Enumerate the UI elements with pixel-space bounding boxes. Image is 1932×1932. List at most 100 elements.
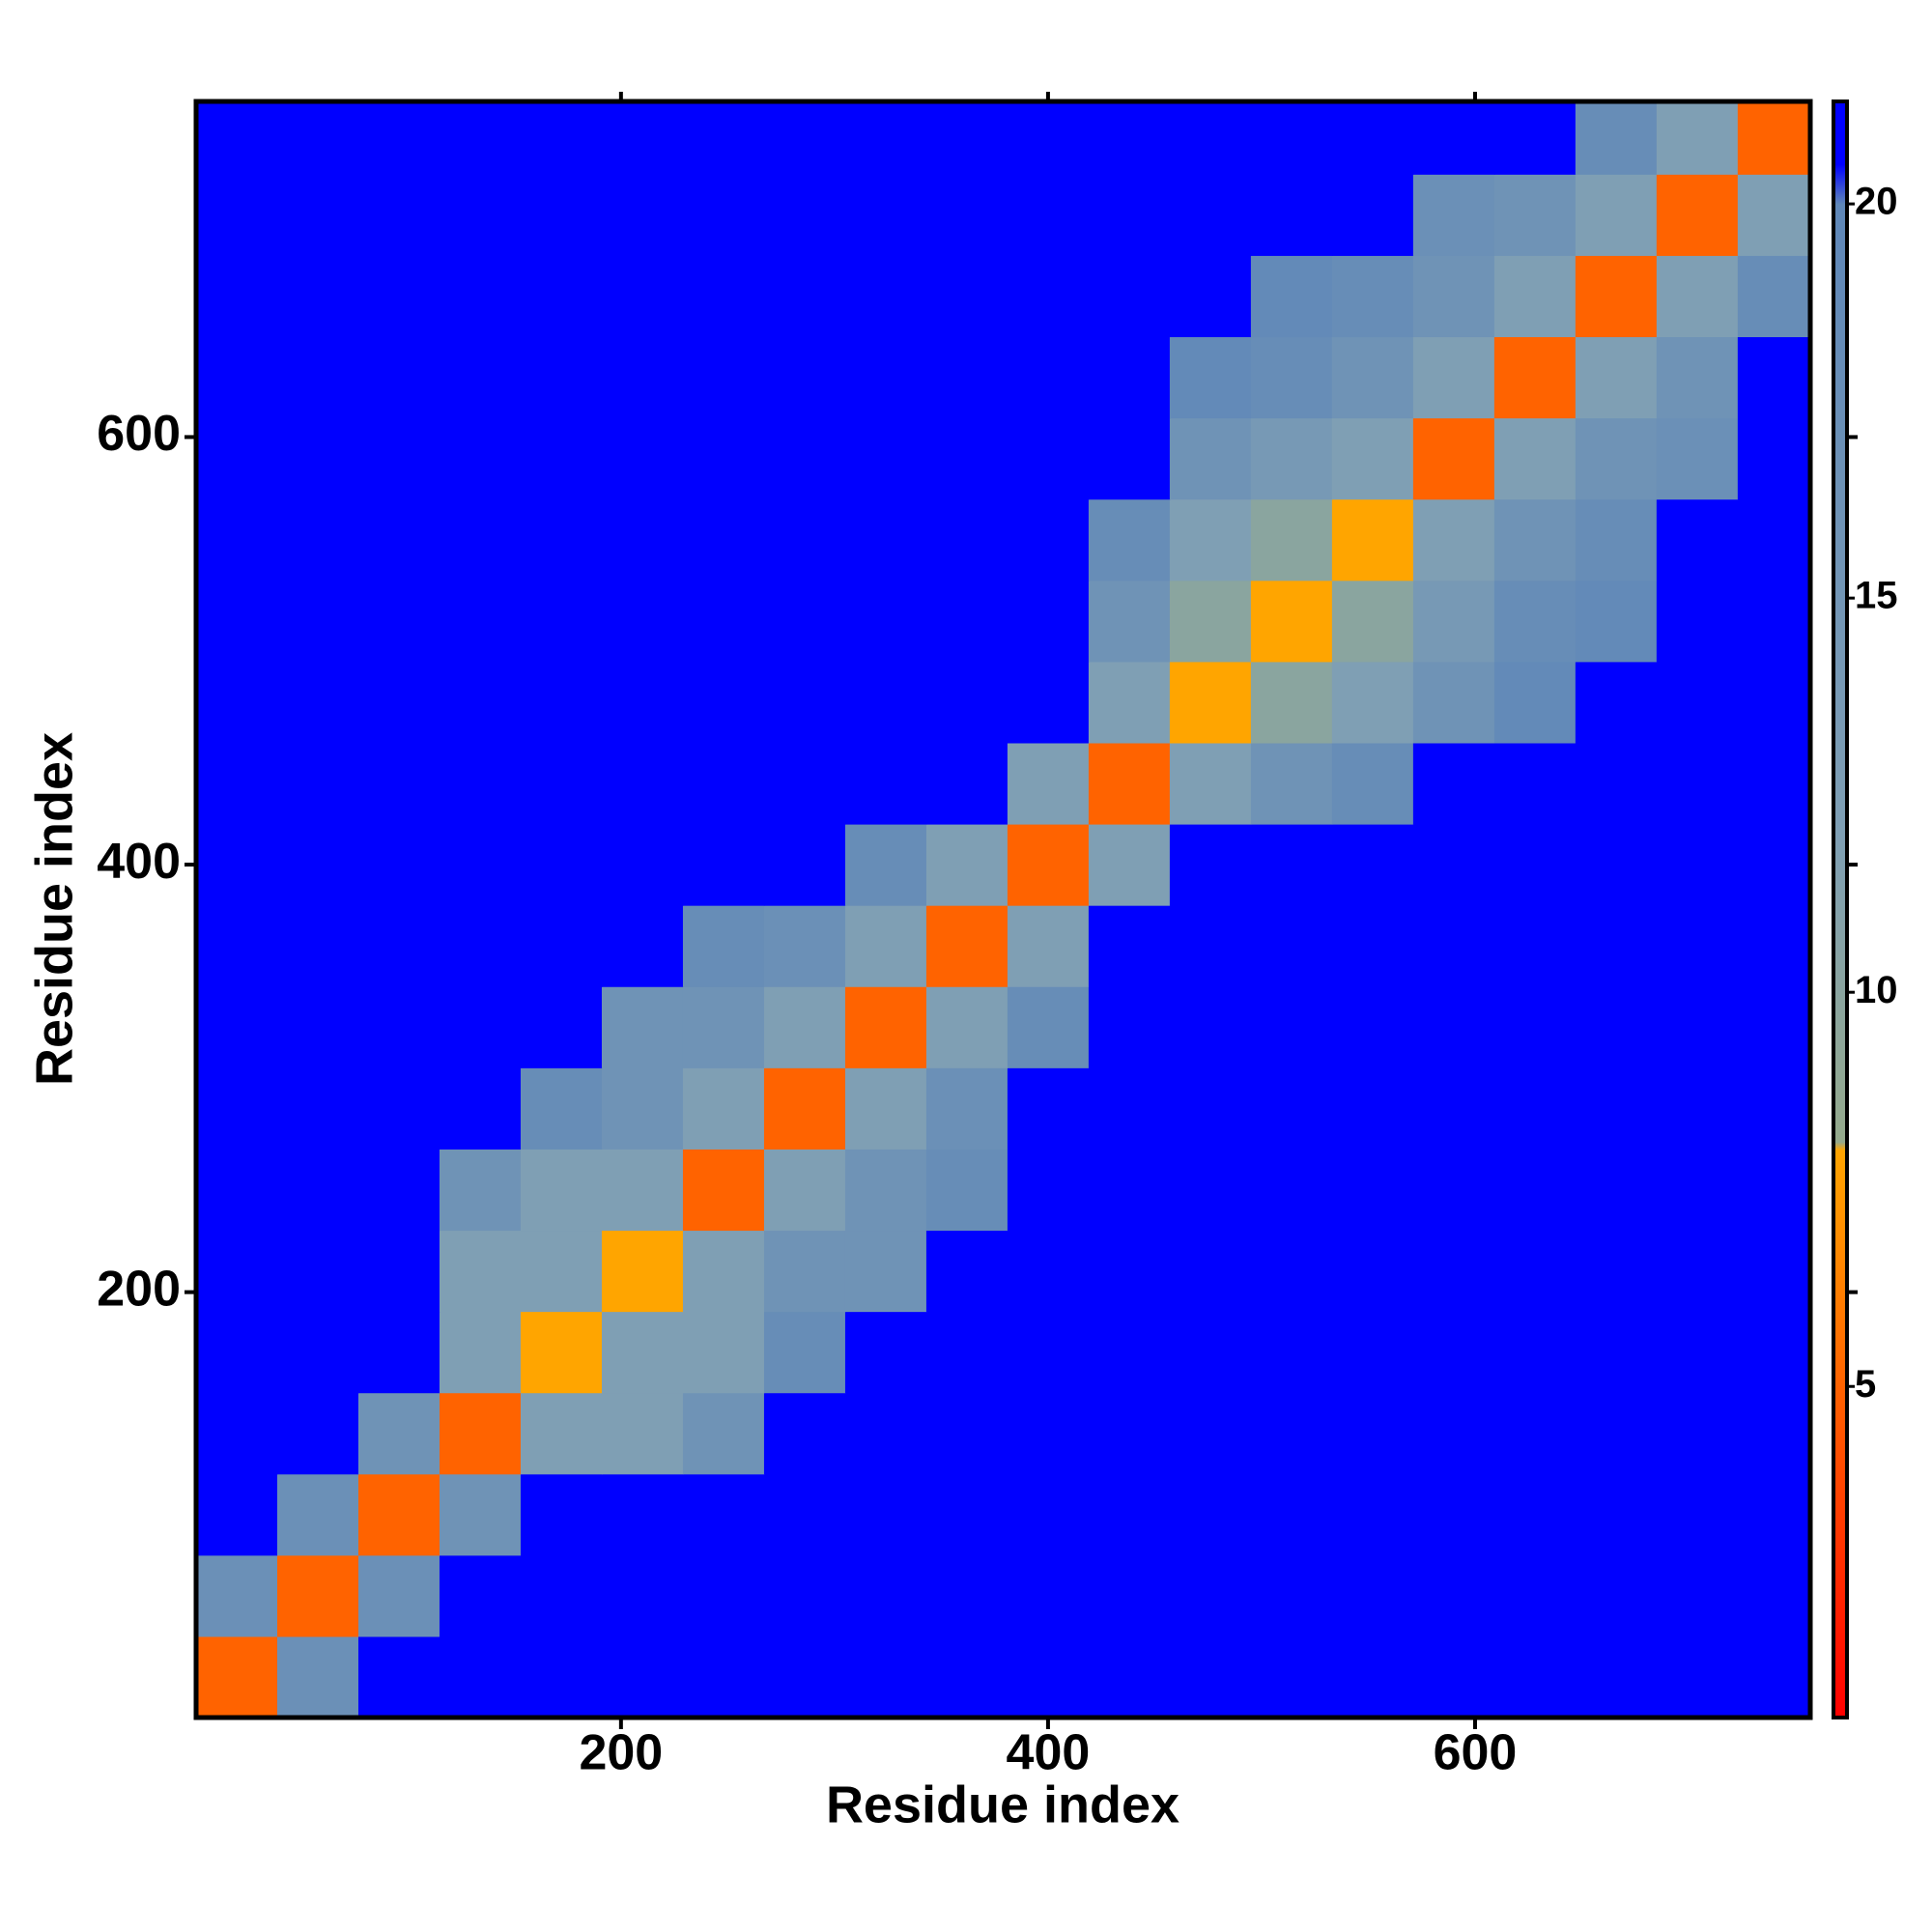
heatmap-cell <box>601 661 684 744</box>
heatmap-cell <box>1250 1149 1333 1232</box>
heatmap-cell <box>1169 1392 1252 1475</box>
heatmap-cell <box>682 580 765 663</box>
heatmap-cell <box>196 1635 278 1718</box>
heatmap-cell <box>682 1149 765 1232</box>
heatmap-cell <box>196 255 278 338</box>
heatmap-cell <box>601 1392 684 1475</box>
heatmap-cell <box>1412 1473 1495 1556</box>
heatmap-cell <box>1493 1067 1577 1150</box>
heatmap-cell <box>196 1230 278 1313</box>
heatmap-cell <box>1331 498 1414 582</box>
heatmap-cell <box>1088 1230 1171 1313</box>
heatmap-cell <box>520 1554 603 1637</box>
heatmap-cell <box>682 417 765 500</box>
heatmap-cell <box>520 255 603 338</box>
heatmap-cell <box>1250 1392 1333 1475</box>
heatmap-cell <box>439 1554 522 1637</box>
heatmap-cell <box>439 336 522 419</box>
heatmap-cell <box>601 1473 684 1556</box>
heatmap-cell <box>1088 661 1171 744</box>
heatmap-cell <box>601 986 684 1068</box>
plot-frame <box>193 99 1813 1720</box>
heatmap-cell <box>1088 498 1171 582</box>
heatmap-cell <box>1169 661 1252 744</box>
heatmap-cell <box>520 905 603 987</box>
heatmap-cell <box>1737 336 1810 419</box>
heatmap-cell <box>1088 417 1171 500</box>
heatmap-cell <box>1169 1230 1252 1313</box>
heatmap-cell <box>682 498 765 582</box>
heatmap-cell <box>1412 1392 1495 1475</box>
heatmap-cell <box>357 742 440 825</box>
heatmap-cell <box>925 101 1009 175</box>
heatmap-cell <box>520 1392 603 1475</box>
heatmap-cell <box>357 1067 440 1150</box>
heatmap-cell <box>1250 1473 1333 1556</box>
y-tick-label: 200 <box>97 1261 181 1317</box>
heatmap-cell <box>1493 1149 1577 1232</box>
heatmap-cell <box>844 1311 927 1394</box>
heatmap-cell <box>1493 661 1577 744</box>
heatmap-cell <box>1493 905 1577 987</box>
heatmap-cell <box>276 1392 359 1475</box>
heatmap-cell <box>439 580 522 663</box>
heatmap-cell <box>682 1311 765 1394</box>
heatmap-cell <box>844 823 927 906</box>
heatmap-cell <box>1412 174 1495 256</box>
heatmap-cell <box>357 661 440 744</box>
heatmap-cell <box>1088 101 1171 175</box>
heatmap-cell <box>1412 417 1495 500</box>
heatmap-cell <box>357 580 440 663</box>
heatmap-cell <box>1007 1635 1090 1718</box>
heatmap-cell <box>601 498 684 582</box>
heatmap-cell <box>1088 986 1171 1068</box>
colorbar-tick-label: 15 <box>1855 575 1898 617</box>
colorbar-segment <box>1833 101 1847 165</box>
heatmap-cell <box>925 1230 1009 1313</box>
heatmap-cell <box>1331 1554 1414 1637</box>
heatmap-cell <box>1412 823 1495 906</box>
heatmap-cell <box>1656 580 1739 663</box>
heatmap-cell <box>1088 742 1171 825</box>
heatmap-cell <box>1575 1473 1658 1556</box>
heatmap-cell <box>1007 986 1090 1068</box>
y-axis-title: Residue index <box>25 732 83 1086</box>
heatmap-cell <box>1169 1635 1252 1718</box>
heatmap-cell <box>1493 174 1577 256</box>
x-tick-label: 200 <box>579 1725 663 1781</box>
heatmap-cell <box>439 498 522 582</box>
heatmap-cell <box>1331 742 1414 825</box>
heatmap-cell <box>1412 336 1495 419</box>
heatmap-cell <box>763 1067 846 1150</box>
heatmap-cell <box>682 905 765 987</box>
heatmap-cell <box>196 661 278 744</box>
heatmap-cell <box>357 498 440 582</box>
heatmap-cell <box>1412 1311 1495 1394</box>
heatmap-cell <box>1575 580 1658 663</box>
heatmap-cell <box>1737 174 1810 256</box>
heatmap-cell <box>925 742 1009 825</box>
heatmap-cell <box>1088 1149 1171 1232</box>
heatmap-cell <box>1331 255 1414 338</box>
heatmap-cell <box>276 1230 359 1313</box>
heatmap-cell <box>1656 742 1739 825</box>
heatmap-cell <box>357 101 440 175</box>
heatmap-cell <box>1169 986 1252 1068</box>
heatmap-cell <box>1250 336 1333 419</box>
heatmap-cell <box>1250 1635 1333 1718</box>
heatmap-cell <box>357 417 440 500</box>
heatmap-cell <box>520 498 603 582</box>
heatmap-cell <box>1169 1149 1252 1232</box>
heatmap-cell <box>1088 823 1171 906</box>
heatmap-cell <box>1169 417 1252 500</box>
heatmap-cell <box>844 101 927 175</box>
heatmap-cell <box>276 823 359 906</box>
heatmap-cell <box>1250 1230 1333 1313</box>
heatmap-cell <box>1656 823 1739 906</box>
heatmap-cell <box>439 823 522 906</box>
heatmap-cell <box>682 661 765 744</box>
heatmap-cell <box>1493 255 1577 338</box>
heatmap-cell <box>1007 498 1090 582</box>
heatmap-cell <box>1737 742 1810 825</box>
heatmap-cell <box>1088 1311 1171 1394</box>
